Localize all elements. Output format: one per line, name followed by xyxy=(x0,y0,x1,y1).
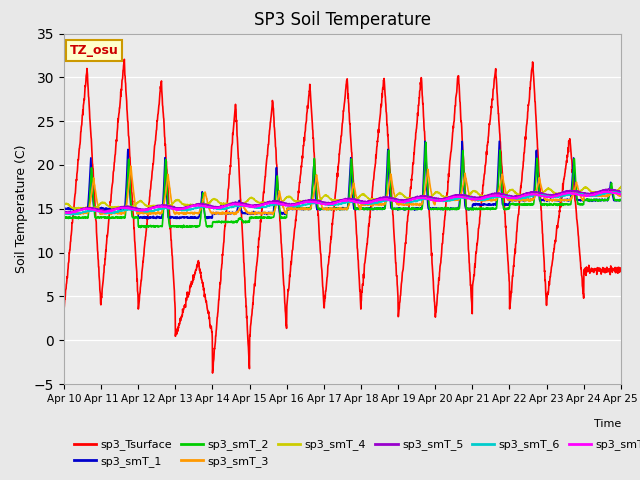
sp3_smT_2 xyxy=(422,139,429,145)
sp3_Tsurface xyxy=(60,306,68,312)
sp3_Tsurface xyxy=(568,161,576,167)
sp3_smT_3 xyxy=(230,212,238,217)
sp3_smT_3 xyxy=(584,193,591,199)
sp3_smT_4 xyxy=(504,189,512,195)
sp3_smT_5 xyxy=(568,188,575,194)
sp3_smT_3 xyxy=(60,210,68,216)
sp3_smT_3 xyxy=(216,211,223,216)
sp3_smT_1 xyxy=(359,205,367,211)
sp3_smT_1 xyxy=(568,179,576,185)
sp3_smT_7 xyxy=(584,192,591,198)
sp3_smT_1 xyxy=(371,205,379,211)
sp3_smT_1 xyxy=(584,197,591,203)
Y-axis label: Soil Temperature (C): Soil Temperature (C) xyxy=(15,144,28,273)
Line: sp3_smT_5: sp3_smT_5 xyxy=(64,189,621,213)
sp3_smT_2 xyxy=(359,206,367,212)
sp3_smT_7 xyxy=(359,200,367,205)
sp3_Tsurface xyxy=(505,270,513,276)
sp3_smT_3 xyxy=(359,203,367,208)
sp3_Tsurface xyxy=(216,285,223,291)
Line: sp3_smT_1: sp3_smT_1 xyxy=(64,141,621,218)
sp3_Tsurface xyxy=(209,370,216,376)
sp3_smT_6 xyxy=(359,200,367,206)
sp3_smT_7 xyxy=(600,189,608,194)
Text: TZ_osu: TZ_osu xyxy=(70,44,118,57)
sp3_smT_5 xyxy=(371,197,379,203)
sp3_smT_2 xyxy=(584,196,591,202)
Text: Time: Time xyxy=(593,419,621,429)
sp3_smT_4 xyxy=(568,191,575,196)
sp3_smT_1 xyxy=(617,197,625,203)
sp3_smT_6 xyxy=(216,206,223,212)
sp3_Tsurface xyxy=(359,281,367,287)
sp3_smT_4 xyxy=(216,200,223,206)
sp3_smT_2 xyxy=(617,197,625,203)
sp3_smT_5 xyxy=(66,210,74,216)
sp3_smT_1 xyxy=(172,216,180,221)
sp3_Tsurface xyxy=(584,266,591,272)
sp3_smT_3 xyxy=(505,197,513,203)
Line: sp3_smT_4: sp3_smT_4 xyxy=(64,187,621,209)
Line: sp3_smT_6: sp3_smT_6 xyxy=(64,192,621,215)
sp3_smT_2 xyxy=(505,206,513,212)
sp3_smT_1 xyxy=(505,202,513,207)
sp3_smT_3 xyxy=(371,202,379,207)
sp3_smT_6 xyxy=(584,192,591,198)
sp3_smT_6 xyxy=(617,190,625,196)
sp3_Tsurface xyxy=(371,164,379,170)
Line: sp3_smT_7: sp3_smT_7 xyxy=(64,192,621,213)
sp3_smT_6 xyxy=(568,191,575,197)
sp3_smT_7 xyxy=(63,210,70,216)
sp3_smT_7 xyxy=(568,191,575,197)
sp3_smT_5 xyxy=(584,191,591,197)
sp3_smT_4 xyxy=(60,201,68,206)
sp3_smT_4 xyxy=(371,196,379,202)
sp3_smT_5 xyxy=(216,204,223,210)
sp3_smT_4 xyxy=(584,185,591,191)
sp3_smT_2 xyxy=(179,225,186,230)
sp3_smT_3 xyxy=(127,163,134,169)
sp3_smT_5 xyxy=(60,209,68,215)
sp3_smT_5 xyxy=(504,193,512,199)
sp3_smT_5 xyxy=(617,189,625,195)
sp3_smT_7 xyxy=(60,210,68,216)
sp3_smT_7 xyxy=(617,192,625,197)
sp3_smT_6 xyxy=(371,200,379,206)
sp3_Tsurface xyxy=(617,266,625,272)
sp3_smT_4 xyxy=(617,184,625,190)
Line: sp3_smT_2: sp3_smT_2 xyxy=(64,142,621,228)
Line: sp3_smT_3: sp3_smT_3 xyxy=(64,166,621,215)
sp3_smT_6 xyxy=(68,212,76,217)
sp3_smT_6 xyxy=(60,210,68,216)
sp3_smT_3 xyxy=(568,195,576,201)
Legend: sp3_Tsurface, sp3_smT_1, sp3_smT_2, sp3_smT_3, sp3_smT_4, sp3_smT_5, sp3_smT_6, : sp3_Tsurface, sp3_smT_1, sp3_smT_2, sp3_… xyxy=(70,435,640,471)
sp3_smT_1 xyxy=(421,138,429,144)
sp3_smT_7 xyxy=(504,195,512,201)
sp3_smT_4 xyxy=(71,206,79,212)
sp3_smT_2 xyxy=(371,206,379,212)
sp3_smT_5 xyxy=(605,186,612,192)
sp3_smT_1 xyxy=(60,206,68,212)
Line: sp3_Tsurface: sp3_Tsurface xyxy=(64,60,621,373)
sp3_smT_4 xyxy=(359,192,367,197)
sp3_smT_2 xyxy=(216,218,223,224)
sp3_smT_6 xyxy=(610,189,618,195)
sp3_smT_1 xyxy=(216,211,223,216)
sp3_smT_7 xyxy=(216,205,223,211)
Title: SP3 Soil Temperature: SP3 Soil Temperature xyxy=(254,11,431,29)
sp3_smT_2 xyxy=(60,215,68,220)
sp3_Tsurface xyxy=(120,57,128,62)
sp3_smT_6 xyxy=(504,194,512,200)
sp3_smT_2 xyxy=(568,189,576,195)
sp3_smT_5 xyxy=(359,199,367,204)
sp3_smT_7 xyxy=(371,198,379,204)
sp3_smT_3 xyxy=(617,193,625,199)
